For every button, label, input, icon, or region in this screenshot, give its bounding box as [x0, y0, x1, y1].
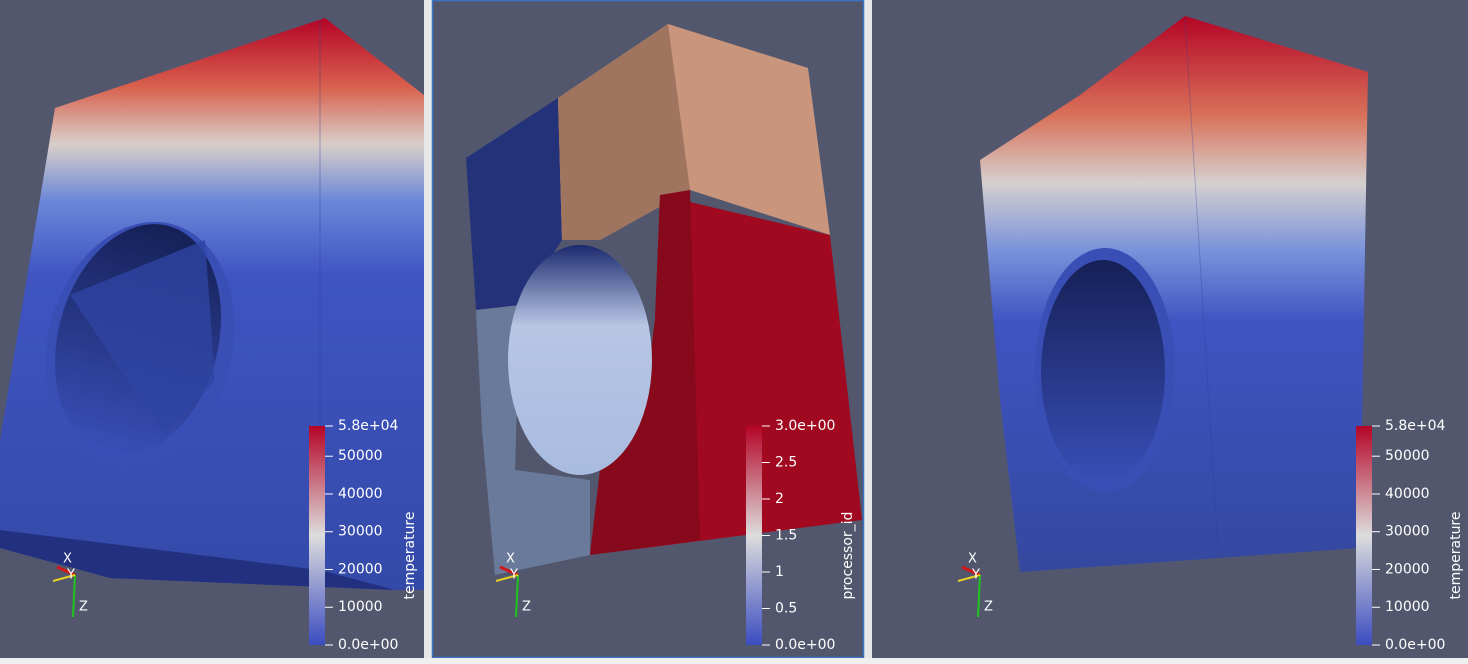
colorbar: [309, 426, 325, 645]
mesh-view-2: [466, 24, 862, 575]
colorbar: [1356, 426, 1372, 645]
mesh-view-3: [980, 16, 1368, 572]
colorbar-tick-label: 1: [775, 564, 784, 580]
axis-y-label: Y: [971, 568, 980, 583]
colorbar-tick-label: 5.8e+04: [338, 418, 399, 434]
axis-z-label: Z: [79, 600, 88, 615]
axis-x: [56, 565, 76, 577]
colorbar-tick-label: 20000: [1385, 561, 1430, 577]
colorbar-tick-label: 20000: [338, 561, 383, 577]
colorbar-tick-label: 10000: [338, 599, 383, 615]
axis-z: [977, 574, 981, 618]
colorbar-tick-label: 2: [775, 491, 784, 507]
colorbar-tick-label: 40000: [338, 486, 383, 502]
axis-y-label: Y: [66, 568, 75, 583]
colorbar-tick-label: 0.0e+00: [775, 637, 835, 653]
colorbar-tick-label: 50000: [1385, 448, 1430, 464]
axis-y-label: Y: [509, 568, 518, 583]
axis-x-label: X: [63, 552, 72, 567]
axis-z-label: Z: [984, 600, 993, 615]
colorbar-tick-label: 0.0e+00: [1385, 637, 1445, 653]
axis-z-label: Z: [522, 600, 531, 615]
colorbar-title: temperature: [402, 512, 418, 600]
axis-x-label: X: [968, 552, 977, 567]
axis-y: [957, 574, 981, 582]
colorbar-tick-label: 50000: [338, 448, 383, 464]
colorbar-tick-label: 0.0e+00: [338, 637, 398, 653]
status-strip: [0, 658, 1468, 664]
axis-x: [499, 565, 519, 577]
axis-y: [495, 574, 519, 582]
colorbar-tick-label: 0.5: [775, 601, 797, 617]
colorbar: [746, 426, 762, 645]
axis-x-label: X: [506, 552, 515, 567]
colorbar-tick-label: 2.5: [775, 455, 797, 471]
colorbar-tick-label: 30000: [338, 524, 383, 540]
colorbar-tick-label: 5.8e+04: [1385, 418, 1446, 434]
axis-z: [515, 574, 519, 618]
colorbar-title: processor_id: [840, 512, 856, 600]
colorbar-tick-label: 1.5: [775, 528, 797, 544]
colorbar-tick-label: 30000: [1385, 524, 1430, 540]
colorbar-tick-label: 40000: [1385, 486, 1430, 502]
colorbar-tick-label: 3.0e+00: [775, 418, 835, 434]
axis-z: [72, 574, 76, 618]
axis-x: [961, 565, 981, 577]
colorbar-title: temperature: [1448, 512, 1464, 600]
axis-y: [52, 574, 76, 582]
active-view-border: [431, 0, 865, 659]
colorbar-tick-label: 10000: [1385, 599, 1430, 615]
